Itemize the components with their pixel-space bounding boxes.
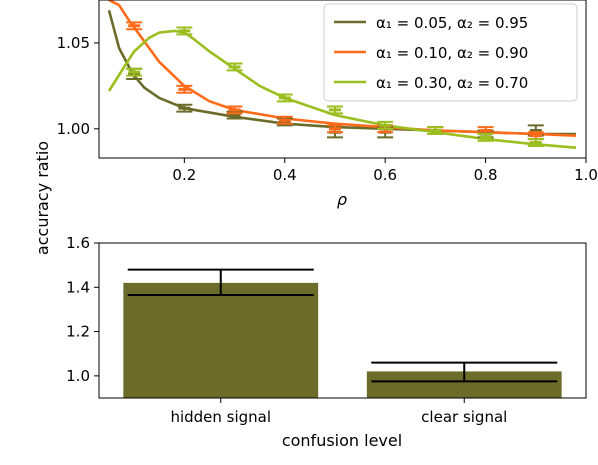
legend-box — [323, 3, 578, 102]
errorbar-point — [226, 105, 243, 115]
x-tick-label: 0.6 — [373, 166, 397, 184]
legend-label: α₁ = 0.30, α₂ = 0.70 — [376, 74, 528, 92]
top-axes-frame — [98, 0, 587, 159]
x-tick-label: 0.4 — [273, 166, 297, 184]
shared-y-label: accuracy ratio — [33, 141, 52, 255]
x-tick-label: 1.0 — [574, 166, 598, 184]
bar-errorbar — [127, 268, 314, 297]
errorbar-point — [226, 62, 243, 72]
legend-label: α₁ = 0.10, α₂ = 0.90 — [376, 44, 528, 62]
legend: α₁ = 0.05, α₂ = 0.95 α₁ = 0.10, α₂ = 0.90… — [323, 3, 578, 102]
bottom-axes-frame — [98, 242, 587, 399]
errorbar-point — [326, 105, 343, 115]
errorbar-point — [276, 93, 293, 103]
bottom-bar-chart: hidden signal clear signal 1.0 1.2 1.4 1.6 co… — [66, 234, 587, 450]
errorbar-point — [477, 132, 494, 142]
errorbar-point — [176, 103, 193, 113]
bottom-ticks: hidden signal clear signal 1.0 1.2 1.4 1.6 — [66, 234, 507, 426]
errorbar-point — [126, 67, 143, 77]
top-x-label: ρ — [337, 190, 347, 209]
errorbar-point — [527, 138, 544, 147]
y-tick-label: 1.2 — [66, 323, 90, 341]
bar-1 — [123, 282, 319, 398]
x-tick-label: 0.2 — [172, 166, 196, 184]
category-label: clear signal — [421, 408, 507, 426]
errorbar-point — [276, 115, 293, 125]
x-tick-label: 0.8 — [474, 166, 498, 184]
top-line-chart: 0.2 0.4 0.6 0.8 1.0 1.00 1.05 ρ α₁ = 0.05, α₂ … — [57, 0, 598, 209]
bar-errorbars — [127, 268, 558, 383]
errorbar-point — [326, 124, 343, 134]
errorbar-point — [176, 84, 193, 94]
errorbar-point — [377, 120, 394, 130]
category-label: hidden signal — [170, 408, 271, 426]
y-tick-label: 1.6 — [66, 234, 90, 252]
series-line-3 — [107, 29, 577, 149]
y-tick-label: 1.00 — [57, 120, 90, 138]
y-tick-label: 1.4 — [66, 278, 90, 296]
y-tick-label: 1.0 — [66, 367, 90, 385]
y-tick-label: 1.05 — [57, 34, 90, 52]
errorbar-point — [427, 126, 444, 135]
bar-errorbar — [371, 361, 558, 383]
top-points — [126, 21, 544, 147]
errorbar-point — [126, 21, 143, 31]
legend-label: α₁ = 0.05, α₂ = 0.95 — [376, 14, 528, 32]
bottom-x-label: confusion level — [282, 431, 402, 450]
top-ticks: 0.2 0.4 0.6 0.8 1.0 1.00 1.05 — [57, 34, 598, 184]
errorbar-point — [176, 26, 193, 36]
